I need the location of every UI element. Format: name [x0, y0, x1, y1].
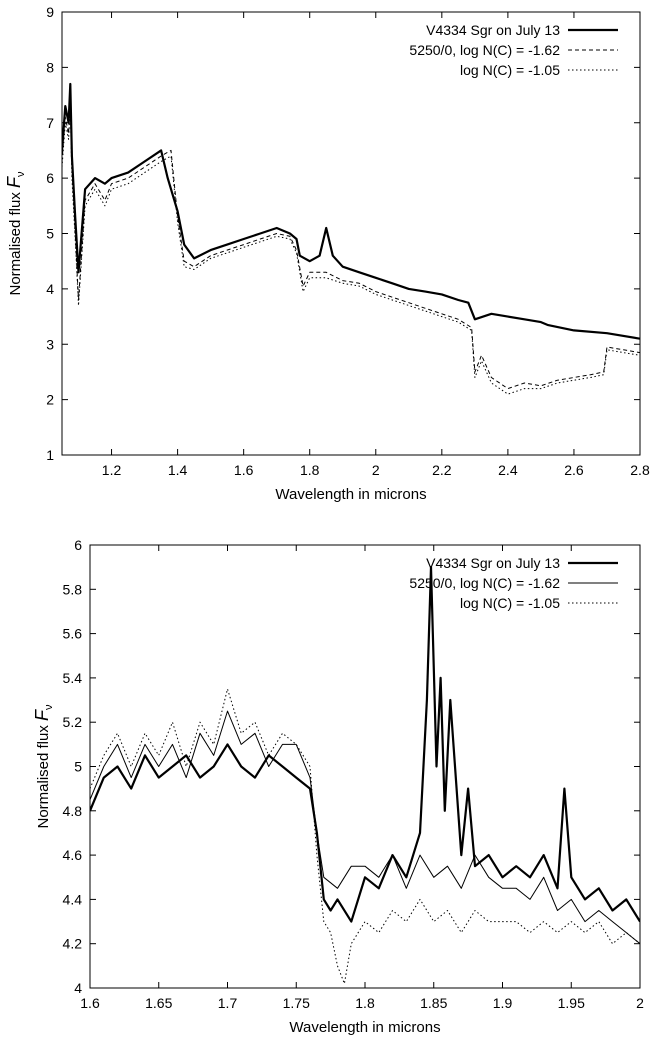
y-tick-label: 9 — [46, 4, 54, 20]
y-axis-label: Normalised flux Fν — [32, 704, 55, 829]
series-line-2 — [62, 100, 640, 390]
y-tick-label: 4 — [74, 980, 82, 996]
x-tick-label: 1.65 — [145, 995, 172, 1011]
legend: V4334 Sgr on July 13 5250/0, log N(C) = -… — [409, 555, 618, 611]
y-tick-label: 5.6 — [63, 626, 83, 642]
legend-label-1: V4334 Sgr on July 13 — [426, 555, 560, 571]
x-tick-label: 2.6 — [564, 462, 584, 478]
y-tick-label: 4 — [46, 281, 54, 297]
series-line-1 — [62, 82, 640, 340]
x-axis-label: Wavelength in microns — [289, 1019, 440, 1036]
x-tick-label: 2.4 — [498, 462, 518, 478]
series-line-3 — [62, 105, 640, 395]
x-axis-label: Wavelength in microns — [275, 486, 426, 503]
plot-frame — [61, 11, 641, 456]
legend-label-2: 5250/0, log N(C) = -1.62 — [409, 575, 560, 591]
legend: V4334 Sgr on July 13 5250/0, log N(C) = -… — [409, 22, 618, 78]
y-tick-label: 8 — [46, 59, 54, 75]
legend-label-1: V4334 Sgr on July 13 — [426, 22, 560, 38]
x-tick-label: 1.85 — [420, 995, 447, 1011]
y-axis-label-text: Normalised flux — [35, 721, 52, 829]
x-tick-label: 2 — [636, 995, 644, 1011]
x-tick-label: 1.7 — [218, 995, 238, 1011]
y-axis-label-text: Normalised flux — [7, 188, 24, 296]
y-tick-label: 7 — [46, 115, 54, 131]
y-tick-label: 4.4 — [63, 891, 83, 907]
x-tick-label: 1.8 — [355, 995, 375, 1011]
x-tick-label: 2 — [372, 462, 380, 478]
y-tick-label: 4.6 — [63, 847, 83, 863]
y-tick-label: 2 — [46, 392, 54, 408]
y-axis-label-symbol: F — [4, 176, 24, 188]
y-tick-label: 5.8 — [63, 581, 83, 597]
y-tick-label: 6 — [74, 537, 82, 553]
series-line-2 — [90, 710, 640, 945]
chart-2: 1.6 1.65 1.7 1.75 1.8 1.85 1.9 1.95 2 4 4.2 4.4 4.6 4… — [32, 537, 644, 1036]
x-tick-label: 1.9 — [493, 995, 513, 1011]
y-tick-label: 6 — [46, 170, 54, 186]
y-tick-label: 5 — [74, 759, 82, 775]
y-tick-label: 5.4 — [63, 670, 83, 686]
chart-1: 1.2 1.4 1.6 1.8 2 2.2 2.4 2.6 2.8 1 2 3 4 5 6 7 8 9 Wavele… — [4, 4, 650, 503]
x-tick-label: 1.8 — [300, 462, 320, 478]
legend-label-3: log N(C) = -1.05 — [460, 62, 560, 78]
x-tick-label: 2.8 — [630, 462, 650, 478]
x-tick-label: 1.75 — [283, 995, 310, 1011]
x-tick-label: 1.6 — [80, 995, 100, 1011]
y-axis-label-subscript: ν — [15, 171, 27, 177]
y-axis-label-symbol: F — [32, 709, 52, 721]
y-tick-label: 3 — [46, 336, 54, 352]
y-axis-label-subscript: ν — [43, 704, 55, 710]
y-tick-label: 4.8 — [63, 803, 83, 819]
x-tick-label: 1.2 — [102, 462, 122, 478]
series-line-3 — [90, 688, 640, 985]
x-tick-label: 1.95 — [558, 995, 585, 1011]
x-tick-label: 2.2 — [432, 462, 452, 478]
legend-label-2: 5250/0, log N(C) = -1.62 — [409, 42, 560, 58]
y-tick-label: 4.2 — [63, 936, 83, 952]
legend-label-3: log N(C) = -1.05 — [460, 595, 560, 611]
y-axis-label: Normalised flux Fν — [4, 171, 27, 296]
y-tick-label: 5.2 — [63, 714, 83, 730]
x-tick-label: 1.4 — [168, 462, 188, 478]
x-tick-label: 1.6 — [234, 462, 254, 478]
y-tick-label: 5 — [46, 226, 54, 242]
y-tick-label: 1 — [46, 447, 54, 463]
